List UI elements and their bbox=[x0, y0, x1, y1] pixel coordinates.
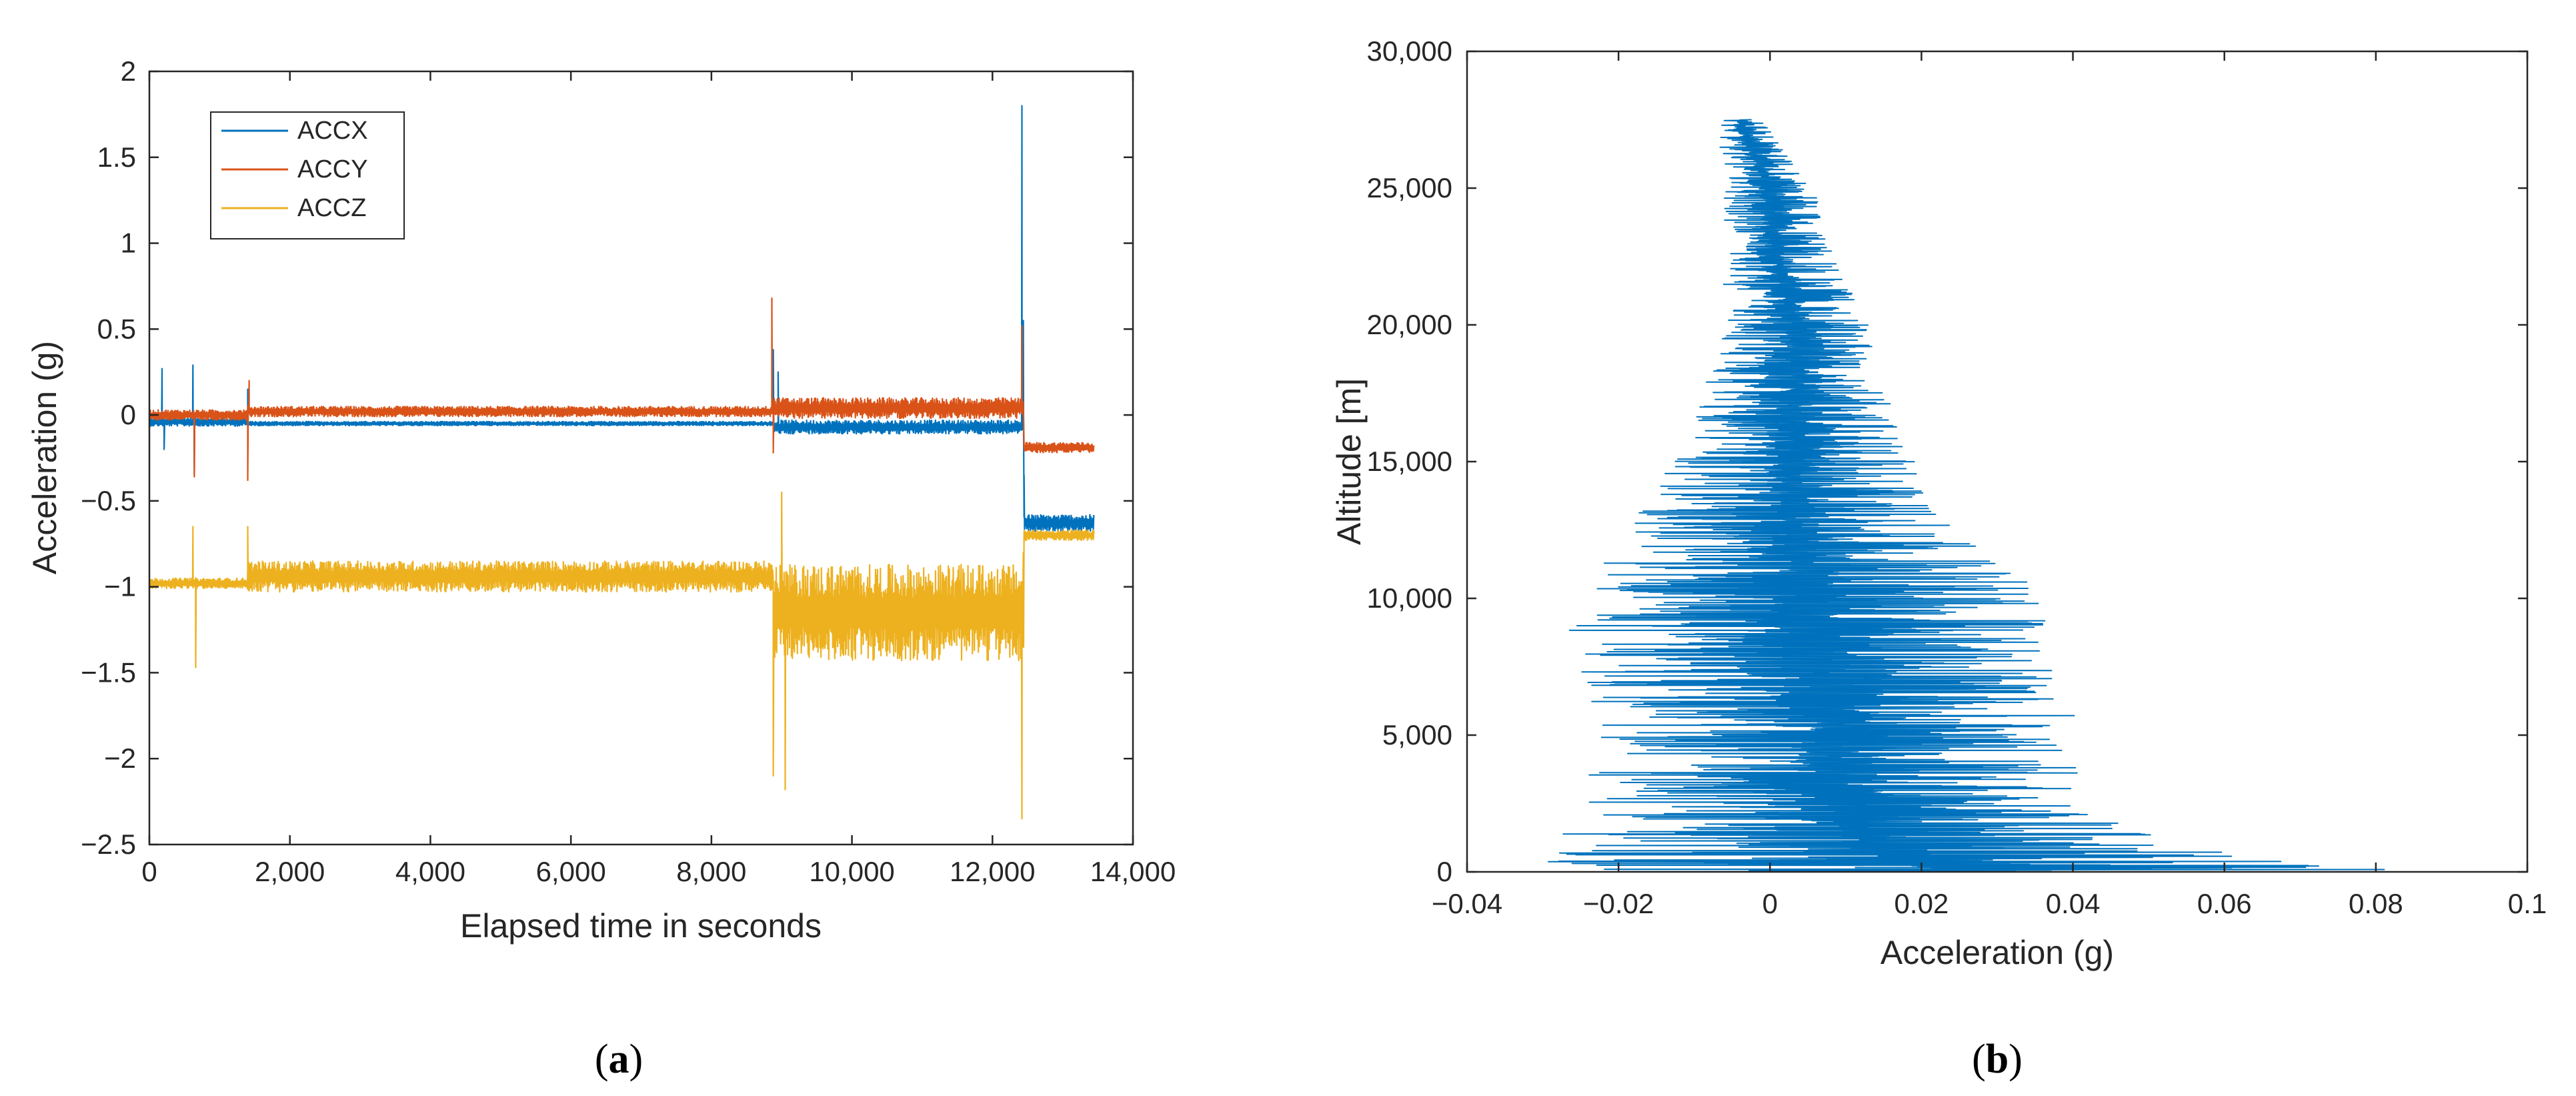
series-line-accz bbox=[148, 491, 1095, 820]
y-axis-label-b: Altitude [m] bbox=[1330, 378, 1368, 545]
x-tick-label-a: 4,000 bbox=[395, 856, 465, 887]
x-axis-label-b: Acceleration (g) bbox=[1880, 934, 2114, 971]
x-tick-label-a: 14,000 bbox=[1090, 856, 1176, 887]
x-tick-label-b: 0.02 bbox=[1894, 888, 1949, 919]
y-tick-label-b: 20,000 bbox=[1367, 309, 1452, 340]
series-line-accy bbox=[148, 297, 1095, 482]
series-layer-a bbox=[148, 105, 1095, 820]
x-tick-label-b: −0.04 bbox=[1432, 888, 1502, 919]
x-tick-label-b: 0 bbox=[1762, 888, 1778, 919]
x-tick-label-a: 12,000 bbox=[950, 856, 1035, 887]
y-tick-label-b: 30,000 bbox=[1367, 35, 1452, 67]
series-layer-b bbox=[1547, 119, 2385, 873]
axes-box-a bbox=[148, 70, 1134, 846]
legend-label-accy: ACCY bbox=[297, 155, 368, 183]
y-tick-label-a: −1 bbox=[104, 571, 136, 602]
legend-label-accx: ACCX bbox=[297, 117, 368, 145]
series-line-accx bbox=[148, 105, 1095, 533]
x-tick-label-b: 0.1 bbox=[2508, 888, 2547, 919]
y-tick-label-b: 15,000 bbox=[1367, 446, 1452, 477]
plot-area-b bbox=[1467, 51, 2527, 872]
panel-label-a: (a) bbox=[595, 1037, 643, 1082]
y-tick-label-a: 0 bbox=[121, 399, 136, 430]
x-tick-label-b: 0.04 bbox=[2046, 888, 2101, 919]
legend-a: ACCX ACCY ACCZ bbox=[210, 111, 405, 239]
tick-layer-b: −0.04 −0.02 0 0.02 0.04 0.06 0.08 0.1 0 5,000 10,0… bbox=[1367, 35, 2547, 919]
x-tick-label-b: −0.02 bbox=[1583, 888, 1654, 919]
panel-label-b: (b) bbox=[1972, 1037, 2023, 1082]
x-tick-label-a: 2,000 bbox=[255, 856, 325, 887]
y-axis-label-a: Acceleration (g) bbox=[26, 341, 63, 574]
series-line-acceleration-profile bbox=[1547, 119, 2385, 873]
y-tick-label-b: 0 bbox=[1437, 856, 1452, 887]
x-axis-label-a: Elapsed time in seconds bbox=[460, 907, 822, 945]
y-tick-label-a: −0.5 bbox=[81, 485, 136, 516]
y-tick-label-a: 1 bbox=[121, 227, 136, 259]
y-tick-label-a: −1.5 bbox=[81, 656, 136, 688]
y-tick-label-a: 1.5 bbox=[97, 141, 136, 173]
y-tick-label-b: 10,000 bbox=[1367, 582, 1452, 614]
legend-label-accz: ACCZ bbox=[297, 194, 366, 222]
x-tick-label-a: 0 bbox=[141, 856, 157, 887]
y-tick-label-b: 5,000 bbox=[1382, 719, 1452, 750]
x-tick-label-b: 0.06 bbox=[2197, 888, 2252, 919]
legend-box-a bbox=[210, 111, 405, 239]
chart-panel-b: −0.04 −0.02 0 0.02 0.04 0.06 0.08 0.1 0 5,000 10,0… bbox=[1330, 35, 2547, 971]
tick-layer-a: 0 2,000 4,000 6,000 8,000 10,000 12,000 14,000 −… bbox=[81, 55, 1176, 887]
x-tick-label-a: 8,000 bbox=[676, 856, 746, 887]
x-tick-label-b: 0.08 bbox=[2349, 888, 2403, 919]
y-tick-label-b: 25,000 bbox=[1367, 172, 1452, 203]
y-tick-label-a: 2 bbox=[121, 55, 136, 87]
y-tick-label-a: −2.5 bbox=[81, 829, 136, 860]
chart-panel-a: 0 2,000 4,000 6,000 8,000 10,000 12,000 14,000 −… bbox=[26, 55, 1176, 945]
x-tick-label-a: 6,000 bbox=[536, 856, 606, 887]
y-tick-label-a: 0.5 bbox=[97, 313, 136, 344]
x-tick-label-a: 10,000 bbox=[809, 856, 894, 887]
y-tick-label-a: −2 bbox=[104, 742, 136, 774]
